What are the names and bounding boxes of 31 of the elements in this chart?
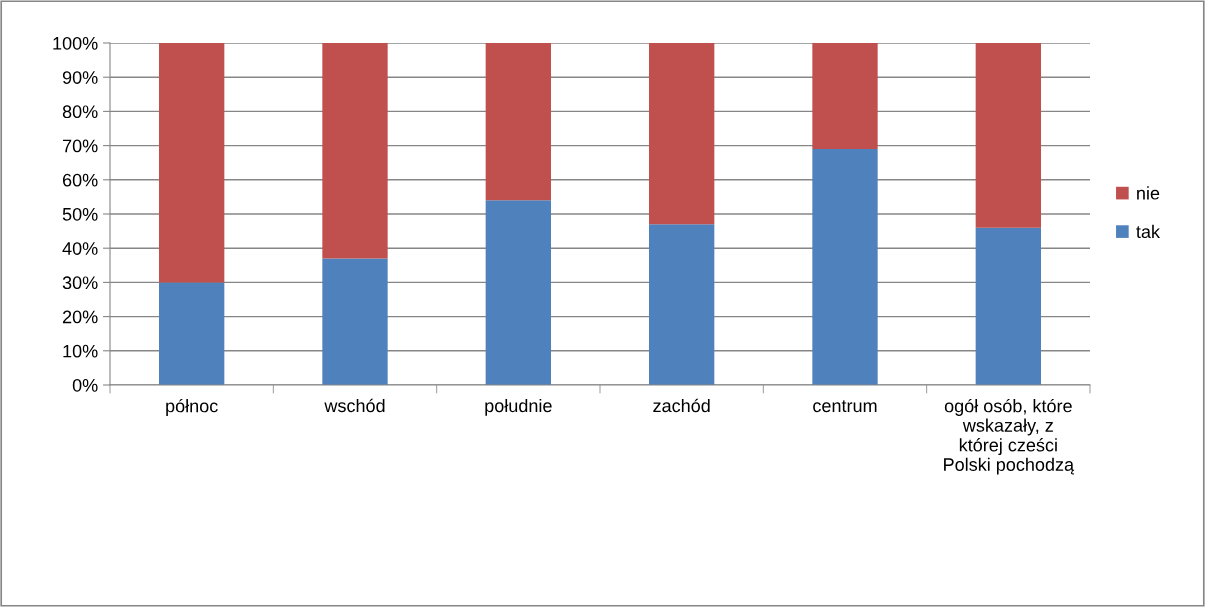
y-tick-label: 10% <box>63 344 98 358</box>
bar <box>649 224 715 385</box>
y-tick-label: 30% <box>62 276 98 290</box>
bar <box>975 43 1041 228</box>
x-tick-label: południe <box>485 398 552 416</box>
x-tick-label: wschód <box>324 398 385 413</box>
y-tick-label: 0% <box>72 378 98 392</box>
x-tick-label: ogół osób, które wskazały, z której cześci Polski pochodzą <box>944 398 1075 475</box>
bar <box>485 200 551 385</box>
y-tick-label: 50% <box>62 207 98 221</box>
bar <box>975 227 1041 385</box>
y-tick-label: 60% <box>62 173 98 187</box>
bar <box>812 149 878 385</box>
bar <box>649 43 715 225</box>
y-tick-label: 100% <box>53 36 98 50</box>
y-tick-label: 20% <box>62 310 98 324</box>
y-tick-label: 70% <box>62 139 98 153</box>
bar <box>812 43 878 150</box>
bar <box>322 43 388 259</box>
x-tick-label: północ <box>166 398 218 416</box>
x-tick-label: zachód <box>653 398 710 413</box>
legend-label: nie <box>1137 186 1160 200</box>
bar <box>322 258 388 385</box>
x-tick-label: centrum <box>813 400 877 413</box>
y-tick-label: 80% <box>62 105 98 119</box>
bar <box>159 43 225 283</box>
bar <box>485 43 551 201</box>
bar <box>159 282 225 385</box>
y-tick-label: 40% <box>62 242 98 255</box>
legend-label: tak <box>1136 224 1161 239</box>
y-tick-label: 90% <box>62 71 98 84</box>
